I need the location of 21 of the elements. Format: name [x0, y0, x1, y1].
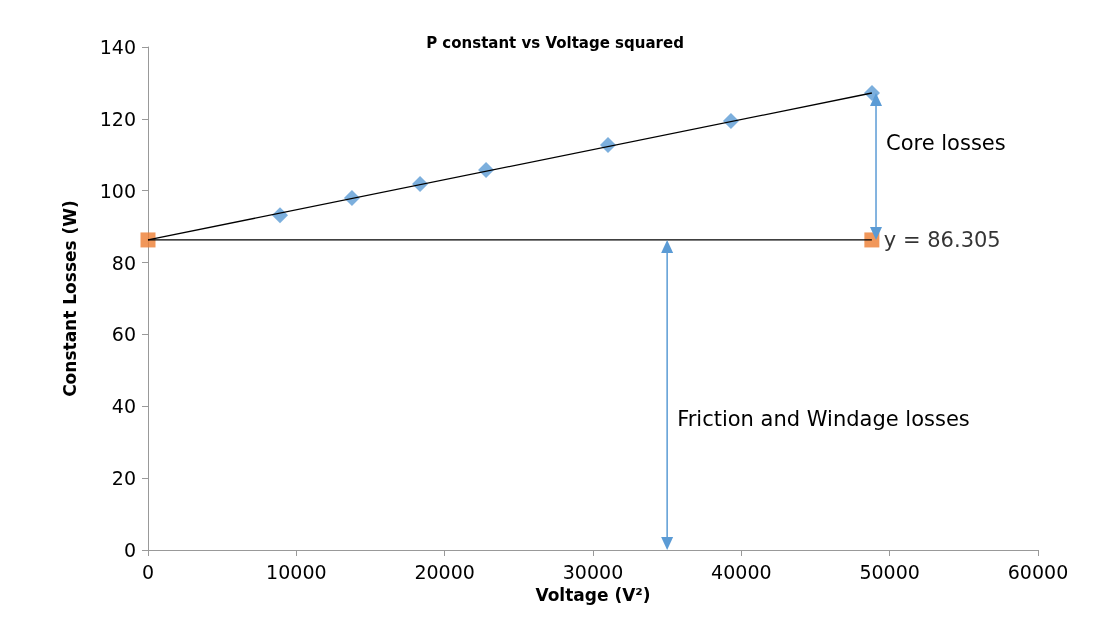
x-axis-title: Voltage (V²) — [535, 584, 651, 605]
y-tick-label: 20 — [111, 467, 136, 490]
y-tick-label: 80 — [111, 251, 136, 274]
y-tick-label: 100 — [99, 179, 136, 202]
y-tick-label: 120 — [99, 107, 136, 130]
y-axis-title: Constant Losses (W) — [59, 200, 80, 397]
x-tick-label: 40000 — [711, 560, 772, 583]
x-tick-label: 0 — [141, 560, 155, 583]
annotation: y = 86.305 — [883, 227, 1001, 252]
y-tick-label: 40 — [111, 395, 136, 418]
y-tick-label: 140 — [99, 36, 136, 58]
y-tick-label: 60 — [111, 323, 136, 346]
annotation: Friction and Windage losses — [677, 406, 970, 431]
x-tick-label: 30000 — [562, 560, 624, 583]
x-tick-label: 20000 — [414, 560, 475, 583]
x-tick-label: 10000 — [266, 560, 327, 583]
y-tick-label: 0 — [123, 539, 136, 561]
x-tick-label: 60000 — [1007, 560, 1069, 583]
annotation: Core losses — [886, 131, 1006, 156]
x-tick-label: 50000 — [859, 560, 920, 583]
chart-title: P constant vs Voltage squared — [426, 33, 684, 52]
